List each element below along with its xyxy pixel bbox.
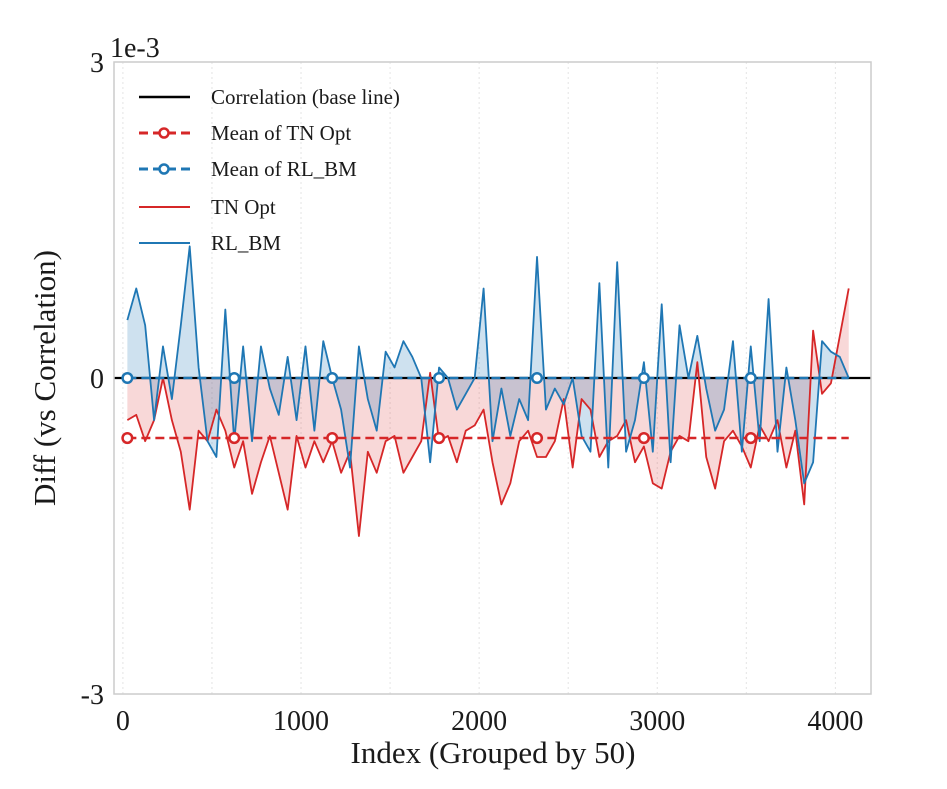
y-axis-offset-text: 1e-3 [110,33,160,64]
mean-marker-mean-of-rl-bm [121,371,134,385]
series-line-tn-opt [126,288,850,537]
legend-entry-mean-rl-bm: Mean of RL_BM [139,157,357,181]
mean-marker-mean-of-tn-opt [121,431,134,445]
mean-marker-mean-of-rl-bm [433,371,446,385]
mean-lines [121,371,849,445]
y-tick-label--3: -3 [81,680,104,711]
fill-area-tn-opt [127,288,849,536]
legend-entry-correlation: Correlation (base line) [139,85,400,109]
x-tick-label-2000: 2000 [451,706,507,737]
legend-label-tn-opt: TN Opt [211,195,276,219]
axis-ticks: 0 1000 2000 3000 4000 3 0 -3 [81,48,864,737]
mean-marker-mean-of-tn-opt [530,431,544,445]
legend: Correlation (base line) Mean of TN Opt M… [139,85,400,255]
legend-marker-mean-rl-bm [158,163,170,175]
mean-marker-mean-of-tn-opt [433,431,446,445]
x-axis-title: Index (Grouped by 50) [351,735,636,770]
mean-marker-mean-of-rl-bm [530,371,544,385]
x-tick-label-0: 0 [116,706,130,737]
legend-entry-rl-bm: RL_BM [139,231,281,255]
legend-entry-tn-opt: TN Opt [139,195,276,219]
mean-marker-mean-of-tn-opt [228,431,241,445]
y-tick-label-3: 3 [90,48,104,79]
legend-label-correlation: Correlation (base line) [211,85,400,109]
mean-marker-mean-of-rl-bm [228,371,241,385]
x-tick-label-3000: 3000 [629,706,685,737]
series-line-rl-bm [126,245,850,485]
mean-marker-mean-of-rl-bm [744,371,757,385]
legend-label-mean-tn-opt: Mean of TN Opt [211,121,351,145]
y-tick-label-0: 0 [90,364,104,395]
legend-entry-mean-tn-opt: Mean of TN Opt [139,121,351,145]
mean-marker-mean-of-rl-bm [326,371,339,385]
legend-marker-mean-tn-opt [158,127,170,139]
mean-marker-mean-of-tn-opt [326,431,339,445]
mean-marker-mean-of-tn-opt [744,431,757,445]
difference-fills [127,246,849,536]
legend-label-rl-bm: RL_BM [211,231,281,255]
x-tick-label-1000: 1000 [273,706,329,737]
plot-area-frame [113,61,872,695]
legend-label-mean-rl-bm: Mean of RL_BM [211,157,357,181]
mean-marker-mean-of-tn-opt [637,431,650,445]
x-tick-label-4000: 4000 [807,706,863,737]
mean-marker-mean-of-rl-bm [637,371,650,385]
y-axis-title: Diff (vs Correlation) [27,250,62,506]
